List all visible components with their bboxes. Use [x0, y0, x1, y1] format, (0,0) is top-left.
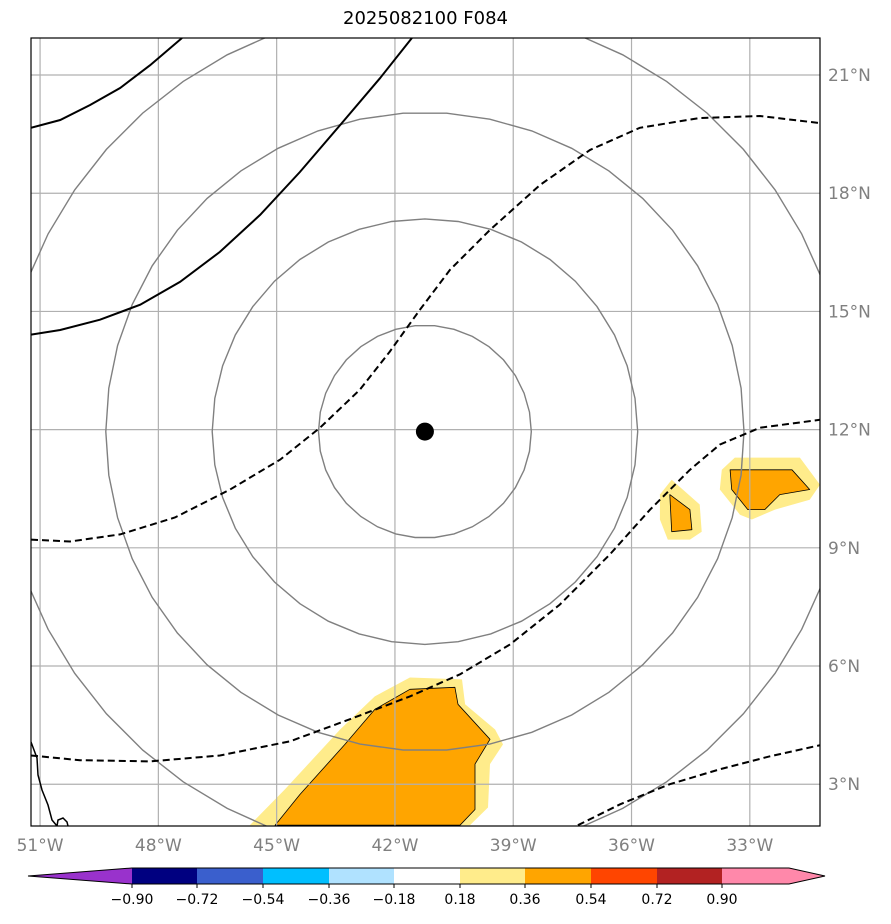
lat-tick-label: 18°N	[828, 184, 871, 204]
colorbar-segment	[263, 868, 329, 884]
chart-title: 2025082100 F084	[343, 8, 508, 29]
coastline	[31, 741, 69, 826]
colorbar-segment	[329, 868, 394, 884]
colorbar-tick-label: −0.18	[373, 892, 416, 908]
dashed-contour	[31, 114, 820, 543]
shaded-region	[274, 686, 491, 826]
range-ring	[211, 218, 639, 646]
colorbar-extend-min	[28, 868, 132, 884]
colorbar-segment	[394, 868, 460, 884]
storm-center-marker	[415, 422, 434, 441]
shaded-region	[669, 494, 693, 533]
colorbar-segment	[525, 868, 591, 884]
contour-lines	[31, 38, 820, 826]
lon-tick-label: 39°W	[490, 836, 537, 856]
lat-tick-label: 12°N	[828, 421, 871, 441]
colorbar-tick-label: 0.54	[575, 892, 606, 908]
range-rings	[31, 38, 820, 826]
colorbar-tick-label: 0.36	[509, 892, 540, 908]
range-ring	[105, 112, 745, 751]
colorbar-tick-label: −0.72	[176, 892, 219, 908]
dashed-contour	[577, 744, 820, 826]
lon-tick-label: 48°W	[135, 836, 182, 856]
range-ring	[317, 325, 533, 539]
range-ring	[31, 38, 820, 826]
axis-ticks: 51°W 48°W 45°W 42°W 39°W 36°W 33°W 3°N 6°N 9°N 12°…	[17, 66, 871, 856]
colorbar-tick-label: −0.90	[111, 892, 154, 908]
lon-tick-label: 33°W	[726, 836, 773, 856]
lon-tick-label: 45°W	[253, 836, 300, 856]
gridlines	[31, 38, 820, 826]
colorbar-segment	[132, 868, 197, 884]
colorbar-segment	[722, 868, 789, 884]
lat-tick-label: 6°N	[828, 657, 860, 677]
solid-contour	[31, 38, 413, 336]
dashed-contour	[31, 418, 820, 763]
lat-tick-label: 21°N	[828, 66, 871, 86]
colorbar-extend-max	[789, 868, 825, 884]
colorbar: −0.90 −0.72 −0.54 −0.36 −0.18 0.18 0.36 0.54 0.7…	[27, 867, 826, 908]
colorbar-tick-label: −0.36	[308, 892, 351, 908]
colorbar-tick-label: 0.18	[444, 892, 475, 908]
plot-frame	[30, 37, 821, 827]
lat-tick-label: 15°N	[828, 302, 871, 322]
colorbar-segment	[657, 868, 722, 884]
colorbar-tick-label: 0.72	[641, 892, 672, 908]
colorbar-segment	[197, 868, 263, 884]
shaded-regions	[249, 457, 820, 826]
lat-tick-label: 3°N	[828, 775, 860, 795]
colorbar-segment	[460, 868, 525, 884]
lat-tick-label: 9°N	[828, 539, 860, 559]
colorbar-segment	[591, 868, 657, 884]
solid-contour	[31, 38, 183, 129]
colorbar-tick-label: 0.90	[706, 892, 737, 908]
lon-tick-label: 36°W	[608, 836, 655, 856]
lon-tick-label: 51°W	[17, 836, 64, 856]
lon-tick-label: 42°W	[371, 836, 418, 856]
colorbar-tick-label: −0.54	[242, 892, 285, 908]
